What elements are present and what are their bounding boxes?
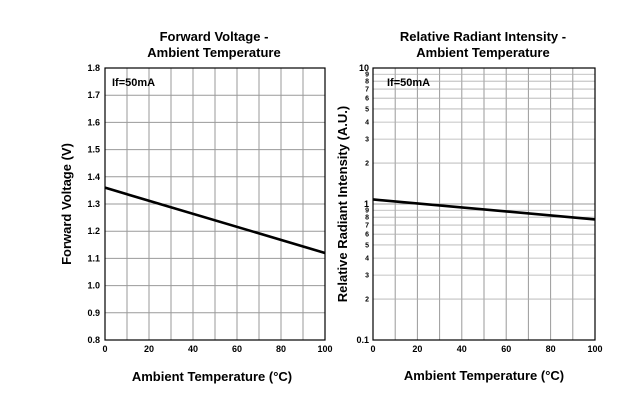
chart2-y-minor-label: 9	[365, 208, 369, 215]
chart2-y-minor-label: 4	[365, 256, 369, 263]
chart1-y-tick-label: 0.9	[87, 308, 100, 318]
chart1-title-line1: Forward Voltage -	[160, 29, 269, 44]
chart2-y-minor-label: 6	[365, 232, 369, 239]
chart1-frame	[104, 67, 326, 341]
chart1-x-tick-label: 40	[188, 344, 198, 354]
chart1-x-ticks: 0 20 40 60 80 100	[102, 344, 332, 354]
chart1-xlabel: Ambient Temperature (°C)	[132, 369, 292, 384]
chart2-series	[372, 198, 596, 221]
chart2-x-tick-label: 80	[546, 344, 556, 354]
chart1-annotation: If=50mA	[112, 77, 155, 89]
chart2-x-tick-label: 60	[501, 344, 511, 354]
chart2-x-tick-label: 20	[412, 344, 422, 354]
chart1-y-ticks: 0.8 0.9 1.0 1.1 1.2 1.3 1.4 1.5 1.6 1.7 1.8	[87, 63, 100, 345]
chart1-x-tick-label: 80	[276, 344, 286, 354]
chart-relative-radiant-intensity: Relative Radiant Intensity - Ambient Tem…	[335, 29, 603, 383]
chart2-x-ticks: 0 20 40 60 80 100	[370, 344, 602, 354]
chart2-y-minor-label: 3	[365, 273, 369, 280]
chart1-y-tick-label: 1.5	[87, 145, 100, 155]
chart2-x-tick-label: 100	[587, 344, 602, 354]
chart2-y-minor-label: 8	[365, 79, 369, 86]
chart1-y-tick-label: 1.7	[87, 90, 100, 100]
chart2-y-minor-label: 5	[365, 242, 369, 249]
chart-forward-voltage: Forward Voltage - Ambient Temperature 0.…	[59, 29, 333, 384]
chart2-y-major-label: 1	[364, 199, 369, 209]
chart1-title-line2: Ambient Temperature	[147, 45, 280, 60]
chart1-x-tick-label: 0	[102, 344, 107, 354]
chart1-grid	[104, 67, 326, 341]
chart2-xlabel: Ambient Temperature (°C)	[404, 368, 564, 383]
chart2-frame	[372, 67, 596, 341]
chart1-series-line	[104, 186, 326, 255]
chart1-y-tick-label: 1.3	[87, 199, 100, 209]
chart1-y-tick-label: 1.1	[87, 253, 100, 263]
chart2-y-minor-label: 2	[365, 297, 369, 304]
chart2-y-minor-label: 7	[365, 87, 369, 94]
chart2-x-tick-label: 0	[370, 344, 375, 354]
chart2-y-minor-label: 5	[365, 106, 369, 113]
chart2-y-minor-label: 4	[365, 120, 369, 127]
chart1-y-tick-label: 1.0	[87, 281, 100, 291]
chart2-title-line2: Ambient Temperature	[416, 45, 549, 60]
chart1-ylabel: Forward Voltage (V)	[59, 143, 74, 265]
chart2-y-major-label: 10	[359, 63, 369, 73]
chart2-y-minor-label: 7	[365, 223, 369, 230]
chart2-y-minor-label: 9	[365, 72, 369, 79]
chart1-series	[104, 186, 326, 255]
chart1-y-tick-label: 0.8	[87, 335, 100, 345]
chart1-y-tick-label: 1.4	[87, 172, 100, 182]
chart2-y-minor-label: 3	[365, 137, 369, 144]
chart2-y-minor-label: 2	[365, 161, 369, 168]
chart1-y-tick-label: 1.2	[87, 226, 100, 236]
chart1-y-tick-label: 1.8	[87, 63, 100, 73]
chart2-y-minor-label: 8	[365, 215, 369, 222]
chart2-grid	[372, 67, 596, 341]
chart1-x-tick-label: 100	[317, 344, 332, 354]
chart2-annotation: If=50mA	[387, 77, 430, 89]
chart1-y-tick-label: 1.6	[87, 117, 100, 127]
chart1-x-tick-label: 20	[144, 344, 154, 354]
chart2-y-minor-label: 6	[365, 96, 369, 103]
chart2-y-major-label: 0.1	[356, 335, 369, 345]
chart2-x-tick-label: 40	[457, 344, 467, 354]
chart2-ylabel: Relative Radiant Intensity (A.U.)	[335, 106, 350, 302]
chart2-series-line	[372, 198, 596, 221]
chart2-title-line1: Relative Radiant Intensity -	[400, 29, 566, 44]
chart1-x-tick-label: 60	[232, 344, 242, 354]
